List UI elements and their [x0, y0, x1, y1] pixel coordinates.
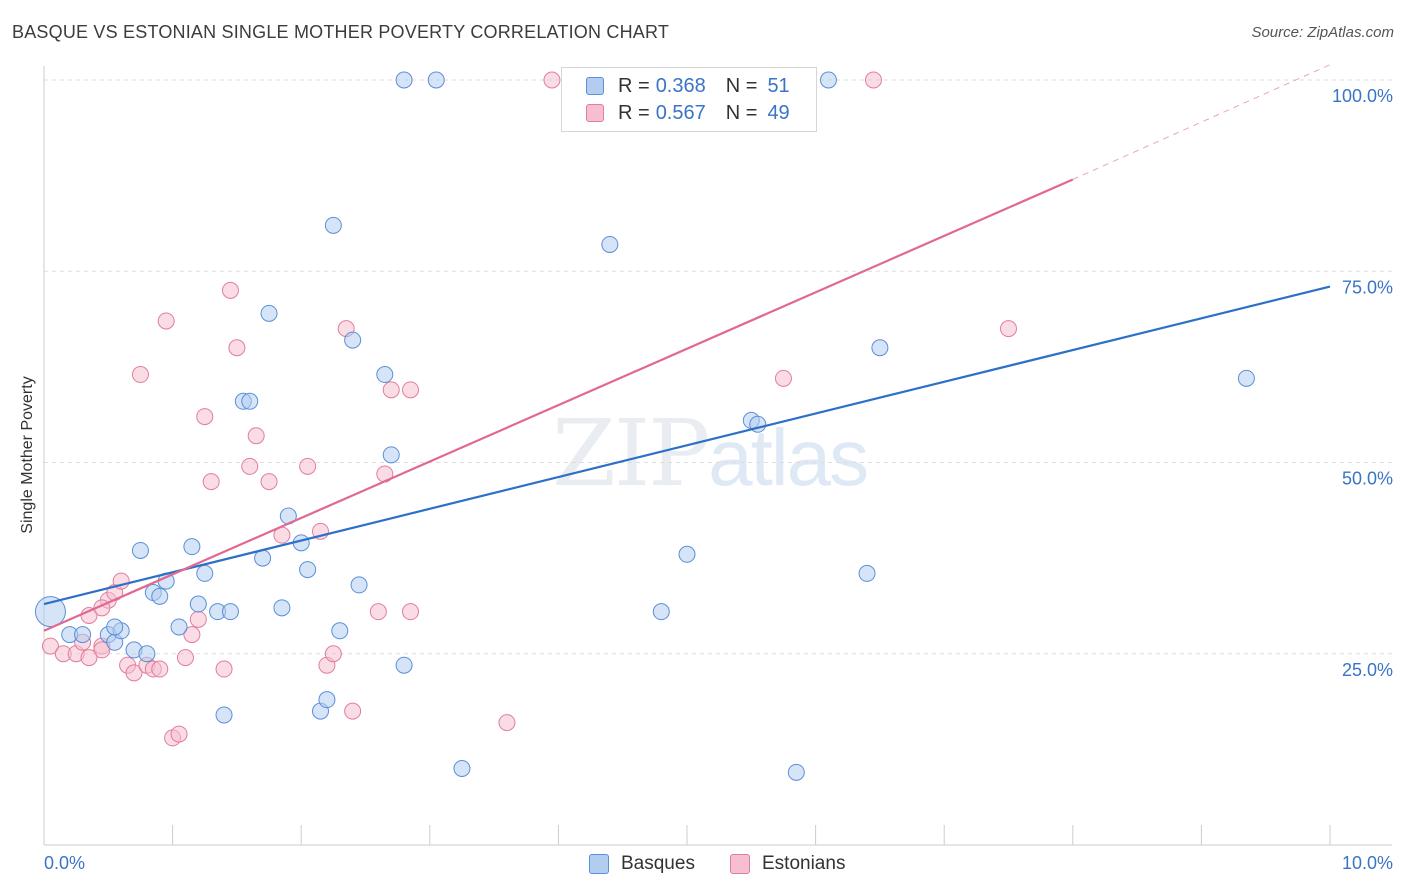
- basques-point: [345, 332, 361, 348]
- basques-point: [653, 604, 669, 620]
- axes: [44, 66, 1392, 845]
- estonians-legend-swatch: [730, 854, 750, 874]
- x-tick-label-start: 0.0%: [44, 853, 85, 873]
- estonians-point: [775, 370, 791, 386]
- basques-point: [261, 305, 277, 321]
- estonians-point: [216, 661, 232, 677]
- estonians-point: [383, 382, 399, 398]
- basques-point: [325, 217, 341, 233]
- scatter-plot: 25.0% 50.0% 75.0% 100.0% 0.0% 10.0%: [0, 0, 1406, 892]
- basques-n-label: N =: [726, 75, 758, 98]
- basques-n-value: 51: [767, 75, 789, 98]
- basques-point: [216, 707, 232, 723]
- y-tick-label: 25.0%: [1342, 660, 1393, 680]
- estonians-trend-line: [44, 179, 1073, 630]
- basques-point: [274, 600, 290, 616]
- estonians-point: [203, 474, 219, 490]
- estonians-r-value: 0.567: [656, 102, 706, 125]
- bottom-legend-basques: Basques: [589, 852, 695, 876]
- estonians-point: [158, 313, 174, 329]
- x-tick-label-end: 10.0%: [1342, 853, 1393, 873]
- basques-point: [242, 393, 258, 409]
- estonians-swatch: [586, 104, 604, 122]
- estonians-points: [42, 72, 1016, 746]
- basques-point: [319, 692, 335, 708]
- estonians-point: [177, 650, 193, 666]
- basques-point: [190, 596, 206, 612]
- grid-lines: [44, 80, 1392, 654]
- estonians-r-label: R =: [618, 102, 650, 125]
- estonians-point: [1001, 321, 1017, 337]
- basques-r-value: 0.368: [656, 75, 706, 98]
- basques-point: [428, 72, 444, 88]
- basques-swatch: [586, 77, 604, 95]
- basques-point: [197, 565, 213, 581]
- estonians-point: [248, 428, 264, 444]
- estonians-point: [242, 458, 258, 474]
- basques-point: [184, 539, 200, 555]
- basques-point: [1238, 370, 1254, 386]
- estonians-point: [544, 72, 560, 88]
- basques-point: [300, 562, 316, 578]
- legend-row-basques: R = 0.368 N = 51: [586, 74, 790, 98]
- estonians-point: [229, 340, 245, 356]
- estonians-legend-label: Estonians: [762, 853, 845, 875]
- estonians-point: [325, 646, 341, 662]
- estonians-point: [222, 282, 238, 298]
- basques-point: [351, 577, 367, 593]
- bottom-legend-estonians: Estonians: [730, 852, 845, 876]
- basques-point: [602, 236, 618, 252]
- basques-point: [152, 588, 168, 604]
- y-tick-label: 100.0%: [1332, 86, 1393, 106]
- basques-point: [396, 657, 412, 673]
- basques-point: [139, 646, 155, 662]
- estonians-n-value: 49: [767, 102, 789, 125]
- estonians-n-label: N =: [726, 102, 758, 125]
- tick-labels: 25.0% 50.0% 75.0% 100.0% 0.0% 10.0%: [44, 86, 1393, 873]
- basques-point: [383, 447, 399, 463]
- basques-point: [859, 565, 875, 581]
- estonians-point: [261, 474, 277, 490]
- basques-point: [454, 761, 470, 777]
- basques-point: [872, 340, 888, 356]
- estonians-point: [171, 726, 187, 742]
- basques-point: [820, 72, 836, 88]
- basques-point: [396, 72, 412, 88]
- estonians-point: [197, 409, 213, 425]
- basques-r-label: R =: [618, 75, 650, 98]
- basques-point: [75, 627, 91, 643]
- basques-point: [132, 542, 148, 558]
- estonians-point: [403, 604, 419, 620]
- y-tick-label: 75.0%: [1342, 277, 1393, 297]
- basques-point: [679, 546, 695, 562]
- estonians-point: [132, 367, 148, 383]
- estonians-point: [81, 650, 97, 666]
- estonians-point: [300, 458, 316, 474]
- estonians-point: [345, 703, 361, 719]
- basques-legend-swatch: [589, 854, 609, 874]
- basques-point: [332, 623, 348, 639]
- basques-point: [222, 604, 238, 620]
- correlation-legend: R = 0.368 N = 51 R = 0.567 N = 49: [561, 67, 817, 132]
- estonians-point: [499, 715, 515, 731]
- basques-legend-label: Basques: [621, 853, 695, 875]
- basques-point: [171, 619, 187, 635]
- y-tick-label: 50.0%: [1342, 469, 1393, 489]
- basques-point: [788, 764, 804, 780]
- estonians-point: [370, 604, 386, 620]
- estonians-trend-extension: [1073, 65, 1330, 180]
- estonians-point: [190, 611, 206, 627]
- estonians-point: [152, 661, 168, 677]
- estonians-point: [865, 72, 881, 88]
- estonians-point: [403, 382, 419, 398]
- basques-point: [377, 367, 393, 383]
- legend-row-estonians: R = 0.567 N = 49: [586, 101, 790, 125]
- basques-point: [107, 619, 123, 635]
